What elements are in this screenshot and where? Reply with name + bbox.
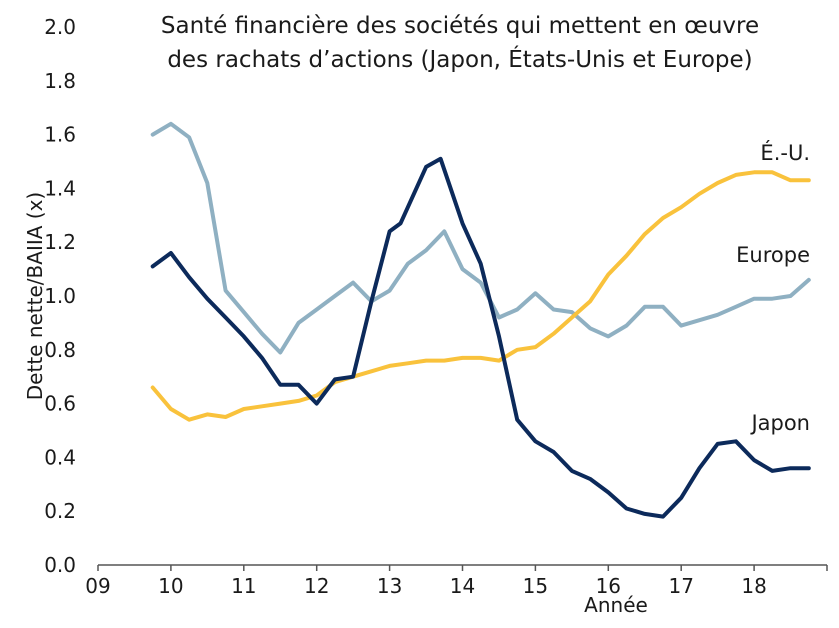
x-tick-label: 14 [450,574,475,598]
x-tick-label: 17 [668,574,693,598]
x-tick-label: 11 [231,574,256,598]
y-tick-label: 2.0 [44,15,76,39]
x-axis-title: Année [584,593,648,617]
series-lines [150,121,811,519]
y-tick-label: 0.0 [44,553,76,577]
series-label-us: É.-U. [760,140,810,165]
x-tick-label: 10 [158,574,183,598]
chart-title-line-1: Santé financière des sociétés qui metten… [161,13,759,39]
y-tick-label: 1.6 [44,123,76,147]
y-tick-label: 1.2 [44,230,76,254]
chart-title: Santé financière des sociétés qui metten… [161,13,759,73]
series-label-europe: Europe [736,243,810,267]
series-line-europe [150,121,811,355]
y-axis-title: Dette nette/BAIIA (x) [23,192,47,400]
series-line-japan [150,156,811,519]
y-tick-label: 1.0 [44,284,76,308]
x-tick-label: 15 [523,574,548,598]
x-tick-label: 13 [377,574,402,598]
x-tick-label: 16 [596,574,621,598]
series-label-japan: Japon [749,411,810,435]
series-line-us [150,170,811,422]
y-tick-label: 0.8 [44,338,76,362]
y-tick-label: 0.2 [44,499,76,523]
y-tick-label: 0.6 [44,392,76,416]
chart-title-line-2: des rachats d’actions (Japon, États-Unis… [167,45,752,73]
y-tick-label: 1.8 [44,69,76,93]
y-axis: 0.0 0.2 0.4 0.6 0.8 1.0 1.2 1.4 1.6 1.8 2.0 [44,15,76,577]
x-axis: 09 10 11 12 13 14 15 16 17 18 [85,564,828,598]
y-tick-label: 1.4 [44,176,76,200]
x-tick-label: 18 [741,574,766,598]
y-tick-label: 0.4 [44,445,76,469]
x-tick-label: 09 [85,574,110,598]
x-tick-label: 12 [304,574,329,598]
